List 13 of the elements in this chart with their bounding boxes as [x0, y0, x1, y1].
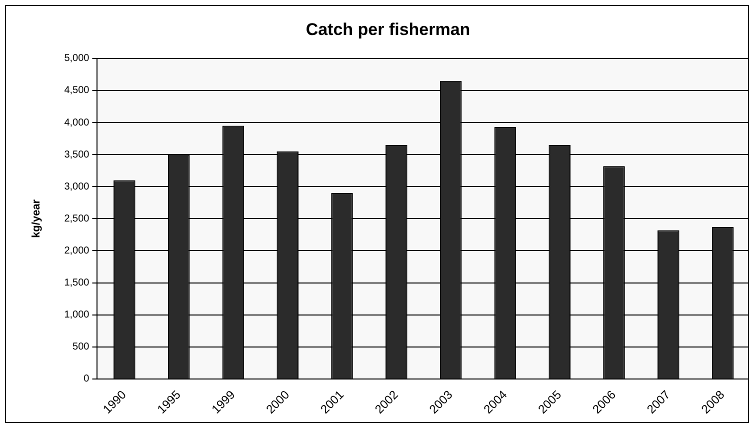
y-tick-label: 0: [84, 374, 90, 385]
y-tick-label: 2,500: [64, 213, 90, 224]
chart-title: Catch per fisherman: [306, 20, 470, 39]
y-tick-label: 2,000: [64, 245, 90, 256]
y-tick-label: 4,000: [64, 117, 90, 128]
y-axis-title: kg/year: [30, 198, 43, 238]
y-tick-label: 500: [72, 342, 90, 353]
y-tick-label: 1,000: [64, 310, 90, 321]
y-tick-label: 1,500: [64, 278, 90, 289]
y-tick-label: 4,500: [64, 85, 90, 96]
y-tick-label: 3,000: [64, 181, 90, 192]
y-tick-label: 5,000: [64, 53, 90, 64]
y-tick-label: 3,500: [64, 149, 90, 160]
